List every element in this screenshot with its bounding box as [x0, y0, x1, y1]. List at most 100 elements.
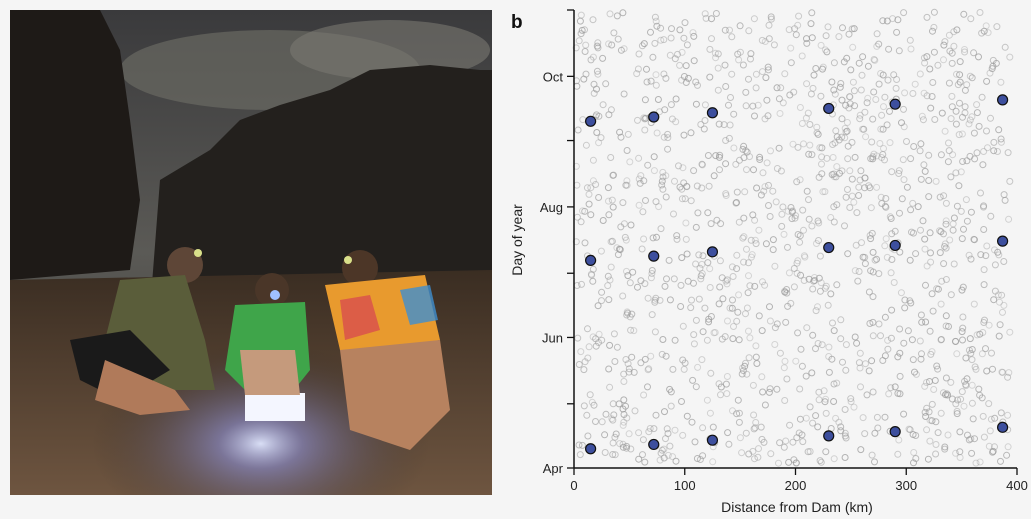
background-point: [592, 342, 600, 350]
background-point: [896, 349, 904, 357]
background-point: [921, 235, 929, 243]
background-point: [671, 177, 678, 185]
background-point: [802, 414, 810, 422]
background-point: [775, 95, 783, 103]
background-point: [790, 283, 798, 291]
background-point: [616, 440, 624, 448]
background-point: [666, 442, 674, 450]
background-point: [946, 47, 954, 55]
background-point: [749, 102, 757, 110]
background-point: [613, 343, 621, 351]
background-point: [724, 317, 731, 325]
background-point: [900, 9, 908, 17]
background-point: [663, 425, 671, 433]
background-point: [739, 61, 747, 69]
background-point: [975, 53, 982, 61]
background-point: [610, 171, 617, 179]
person-middle: [225, 273, 310, 395]
background-point: [793, 434, 801, 442]
background-point: [687, 304, 695, 312]
background-point: [930, 8, 938, 16]
background-point: [764, 112, 772, 120]
background-point: [660, 133, 668, 141]
background-point: [671, 426, 679, 434]
background-point: [578, 441, 586, 449]
background-point: [689, 29, 697, 37]
person-left: [70, 247, 215, 415]
background-point: [645, 365, 653, 373]
background-point: [857, 446, 865, 454]
background-point: [678, 398, 685, 405]
background-point: [592, 181, 600, 188]
background-point: [991, 246, 998, 254]
background-point: [763, 96, 771, 104]
background-point: [948, 103, 956, 111]
background-point: [691, 438, 699, 446]
background-point: [861, 108, 869, 116]
background-point: [734, 308, 742, 316]
background-point: [640, 391, 648, 399]
background-point: [697, 272, 705, 280]
background-point: [640, 40, 648, 48]
background-point: [577, 218, 585, 226]
background-point: [619, 292, 627, 300]
background-point: [726, 304, 734, 312]
background-point: [755, 312, 763, 320]
background-point: [695, 251, 703, 259]
background-point: [868, 138, 876, 146]
background-point: [863, 99, 871, 107]
background-point: [701, 304, 709, 312]
background-point: [803, 39, 811, 47]
background-point: [961, 109, 969, 117]
background-point: [810, 277, 818, 285]
background-point: [694, 363, 702, 371]
background-point: [776, 349, 784, 357]
highlight-point: [889, 98, 901, 110]
background-point: [885, 390, 893, 398]
background-point: [920, 161, 928, 169]
background-point: [923, 92, 931, 100]
background-point: [809, 331, 817, 339]
background-point: [830, 398, 838, 405]
highlight-point: [706, 107, 719, 119]
background-point: [866, 232, 874, 239]
background-point: [743, 166, 750, 174]
background-point: [850, 25, 858, 33]
background-point: [930, 386, 938, 393]
background-point: [659, 336, 667, 343]
background-point: [573, 181, 581, 189]
background-point: [864, 62, 872, 70]
background-point: [730, 110, 738, 118]
background-point: [690, 331, 698, 339]
background-point: [741, 188, 749, 196]
background-point: [948, 59, 956, 67]
background-point: [791, 214, 799, 222]
background-point: [668, 25, 675, 33]
background-point: [968, 346, 976, 353]
background-point: [978, 350, 986, 358]
background-point: [927, 258, 935, 266]
background-point: [770, 41, 778, 49]
background-point: [827, 214, 835, 221]
background-point: [900, 176, 908, 184]
background-point: [921, 167, 929, 175]
background-point: [698, 356, 706, 364]
background-point: [751, 282, 759, 290]
background-point: [743, 370, 751, 378]
background-point: [722, 380, 730, 388]
background-point: [692, 100, 700, 108]
background-point: [712, 10, 720, 17]
background-point: [957, 207, 965, 215]
background-point: [917, 175, 925, 183]
background-point: [926, 229, 934, 237]
background-point: [918, 318, 926, 326]
background-point: [812, 307, 820, 315]
background-point: [888, 230, 896, 238]
background-point: [869, 332, 877, 340]
background-point: [946, 236, 954, 244]
background-point: [937, 336, 945, 343]
background-point: [606, 383, 614, 391]
background-point: [754, 101, 762, 109]
background-point: [751, 236, 759, 244]
background-point: [656, 296, 664, 304]
